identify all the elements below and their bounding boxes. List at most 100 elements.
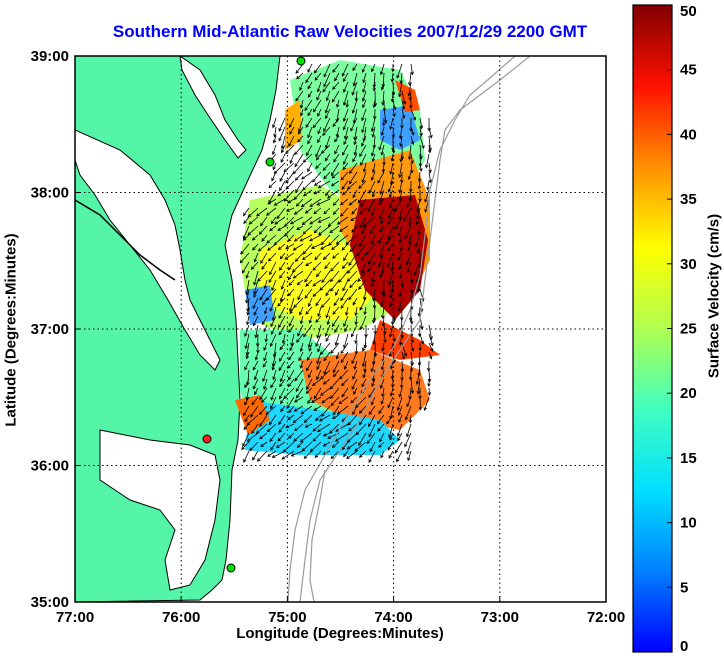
velocity-arrowhead (313, 191, 318, 195)
velocity-arrowhead (245, 321, 250, 326)
velocity-arrow (409, 414, 412, 423)
velocity-arrowhead (285, 208, 290, 212)
velocity-arrow (353, 72, 358, 86)
velocity-arrowhead (359, 454, 363, 458)
velocity-arrowhead (271, 287, 275, 292)
velocity-arrow (417, 378, 421, 394)
velocity-arrowhead (379, 254, 383, 258)
velocity-arrow (389, 198, 394, 209)
velocity-arrowhead (258, 231, 263, 235)
velocity-arrowhead (288, 376, 292, 381)
velocity-arrowhead (251, 237, 256, 241)
velocity-arrow (240, 243, 250, 255)
velocity-arrowhead (261, 238, 265, 242)
velocity-arrowhead (323, 357, 327, 362)
velocity-arrowhead (388, 333, 393, 338)
velocity-arrow (418, 180, 421, 189)
velocity-arrowhead (284, 232, 288, 237)
velocity-arrow (287, 270, 295, 280)
velocity-arrow (285, 144, 295, 154)
velocity-arrow (336, 99, 340, 108)
velocity-arrowhead (334, 77, 338, 82)
velocity-arrowhead (331, 323, 336, 328)
velocity-arrow (288, 315, 295, 327)
velocity-arrow (371, 171, 376, 181)
velocity-arrowhead (303, 455, 308, 459)
velocity-arrowhead (381, 393, 385, 398)
velocity-arrow (323, 207, 331, 215)
velocity-arrowhead (295, 388, 300, 393)
velocity-arrow (261, 261, 268, 270)
velocity-arrow (272, 306, 277, 321)
velocity-arrow (302, 252, 313, 260)
velocity-arrow (309, 234, 322, 242)
velocity-arrowhead (323, 128, 327, 133)
velocity-arrow (316, 90, 322, 101)
velocity-arrowhead (288, 124, 293, 129)
velocity-arrowhead (372, 305, 377, 309)
velocity-arrowhead (246, 438, 251, 442)
velocity-arrowhead (329, 385, 334, 390)
velocity-arrowhead (351, 360, 355, 365)
velocity-arrowhead (380, 220, 384, 225)
velocity-arrow (302, 225, 313, 235)
velocity-arrowhead (407, 176, 412, 181)
velocity-arrow (382, 342, 385, 351)
velocity-arrow (303, 189, 313, 197)
velocity-arrow (300, 405, 313, 415)
velocity-arrow (329, 225, 340, 233)
velocity-arrow (343, 108, 349, 122)
velocity-arrow (332, 252, 340, 259)
velocity-arrow (352, 297, 358, 306)
velocity-arrow (298, 117, 304, 132)
velocity-arrowhead (354, 97, 359, 102)
velocity-arrowhead (340, 305, 344, 309)
velocity-arrow (381, 126, 385, 136)
velocity-arrowhead (277, 192, 282, 197)
velocity-arrow (409, 387, 412, 400)
velocity-arrow (425, 153, 430, 168)
velocity-arrowhead (304, 210, 309, 214)
velocity-arrowhead (340, 350, 344, 355)
velocity-arrowhead (287, 276, 292, 281)
velocity-arrow (410, 153, 413, 164)
velocity-arrow (323, 63, 331, 77)
velocity-arrow (371, 270, 376, 282)
colorbar-tick-label: 5 (680, 579, 688, 596)
velocity-arrow (304, 270, 313, 283)
velocity-arrow (314, 180, 322, 186)
velocity-arrowhead (396, 458, 400, 463)
velocity-arrow (290, 216, 304, 225)
velocity-arrowhead (281, 149, 285, 154)
velocity-arrow (363, 126, 367, 142)
velocity-arrowhead (404, 443, 408, 448)
velocity-arrowhead (386, 420, 390, 425)
velocity-arrow (379, 243, 385, 258)
velocity-arrowhead (332, 123, 336, 128)
velocity-arrow (416, 207, 421, 219)
velocity-arrowhead (416, 390, 421, 395)
velocity-arrow (263, 342, 268, 351)
velocity-arrowhead (250, 413, 254, 418)
velocity-arrow (294, 144, 304, 155)
velocity-arrowhead (314, 454, 319, 458)
velocity-arrow (406, 441, 412, 454)
velocity-arrowhead (272, 166, 276, 171)
velocity-arrow (351, 324, 358, 337)
velocity-arrow (269, 225, 277, 232)
velocity-arrow (288, 405, 295, 413)
velocity-arrowhead (304, 107, 308, 112)
velocity-arrow (294, 396, 304, 403)
velocity-arrowhead (259, 396, 263, 401)
velocity-arrowhead (323, 83, 327, 88)
velocity-arrow (278, 414, 286, 425)
velocity-arrow (381, 360, 385, 370)
velocity-arrowhead (277, 246, 282, 251)
velocity-arrowhead (388, 353, 392, 358)
velocity-arrow (298, 126, 304, 135)
velocity-arrowhead (413, 271, 418, 276)
colorbar-tick-label: 20 (680, 385, 697, 402)
velocity-arrow (352, 63, 358, 71)
velocity-arrowhead (313, 229, 318, 234)
velocity-arrowhead (263, 347, 267, 351)
